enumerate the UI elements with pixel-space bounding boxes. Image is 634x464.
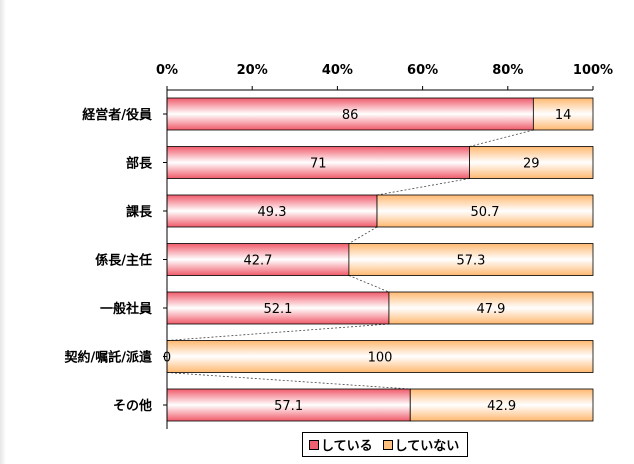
legend-label-doing: している bbox=[321, 439, 373, 454]
data-label-not-doing: 29 bbox=[523, 157, 540, 172]
series-line bbox=[166, 323, 389, 341]
bar-doing bbox=[166, 194, 378, 228]
legend: している していない bbox=[302, 432, 469, 457]
x-tick-label: 20% bbox=[237, 63, 268, 78]
data-label-not-doing: 47.9 bbox=[476, 302, 505, 317]
bar-doing bbox=[166, 243, 350, 276]
category-label: 経営者/役員 bbox=[82, 107, 152, 123]
x-tick-label: 40% bbox=[322, 63, 353, 78]
legend-entry-doing: している bbox=[309, 435, 373, 454]
x-tick-label: 60% bbox=[407, 63, 438, 78]
series-line bbox=[348, 275, 390, 293]
data-label-not-doing: 57.3 bbox=[456, 254, 485, 269]
series-lines bbox=[166, 129, 534, 390]
series-line bbox=[348, 226, 378, 244]
bar-doing bbox=[166, 146, 470, 179]
x-tick-label: 80% bbox=[492, 63, 523, 78]
x-tick-label: 0% bbox=[156, 63, 178, 78]
series-line bbox=[376, 178, 470, 196]
category-label: 係長/主任 bbox=[95, 253, 152, 269]
data-label-not-doing: 50.7 bbox=[471, 205, 500, 220]
category-label: その他 bbox=[113, 398, 152, 414]
legend-entry-not-doing: していない bbox=[382, 435, 460, 454]
bar-not-doing bbox=[409, 388, 594, 422]
category-label: 一般社員 bbox=[100, 301, 152, 317]
category-label: 課長 bbox=[126, 204, 153, 220]
x-tick-label: 100% bbox=[573, 63, 613, 78]
data-label-not-doing: 100 bbox=[368, 351, 393, 366]
frame-edge bbox=[0, 0, 6, 464]
series-line bbox=[166, 372, 411, 390]
data-labels: 86 14 71 29 49.3 50.7 42.7 57.3 52.1 47.9 0 100 57.1… bbox=[163, 108, 572, 414]
data-label-not-doing: 14 bbox=[555, 108, 572, 123]
bar-not-doing bbox=[469, 146, 594, 179]
data-label-doing: 86 bbox=[342, 108, 359, 123]
bar-not-doing bbox=[166, 340, 594, 373]
series-line bbox=[469, 129, 534, 147]
data-label-doing: 0 bbox=[163, 351, 171, 366]
data-label-doing: 57.1 bbox=[274, 399, 303, 414]
legend-label-not-doing: していない bbox=[394, 439, 460, 454]
bar-not-doing bbox=[348, 243, 594, 276]
data-label-not-doing: 42.9 bbox=[487, 399, 516, 414]
bar-doing bbox=[166, 291, 390, 325]
bar-doing bbox=[166, 388, 411, 422]
data-label-doing: 42.7 bbox=[243, 254, 272, 269]
data-label-doing: 52.1 bbox=[263, 302, 292, 317]
legend-swatch-doing bbox=[309, 439, 319, 450]
bar-not-doing bbox=[388, 291, 594, 325]
bar-not-doing bbox=[376, 194, 594, 228]
bar-doing bbox=[166, 97, 534, 131]
data-label-doing: 49.3 bbox=[258, 205, 287, 220]
bar-not-doing bbox=[532, 97, 594, 131]
category-label: 部長 bbox=[126, 156, 153, 172]
data-label-doing: 71 bbox=[310, 157, 327, 172]
legend-swatch-not-doing bbox=[382, 439, 393, 450]
x-axis: 0% 20% 40% 60% 80% 100% bbox=[156, 63, 613, 91]
bars bbox=[166, 97, 594, 422]
category-label: 契約/嘱託/派遣 bbox=[64, 350, 153, 366]
